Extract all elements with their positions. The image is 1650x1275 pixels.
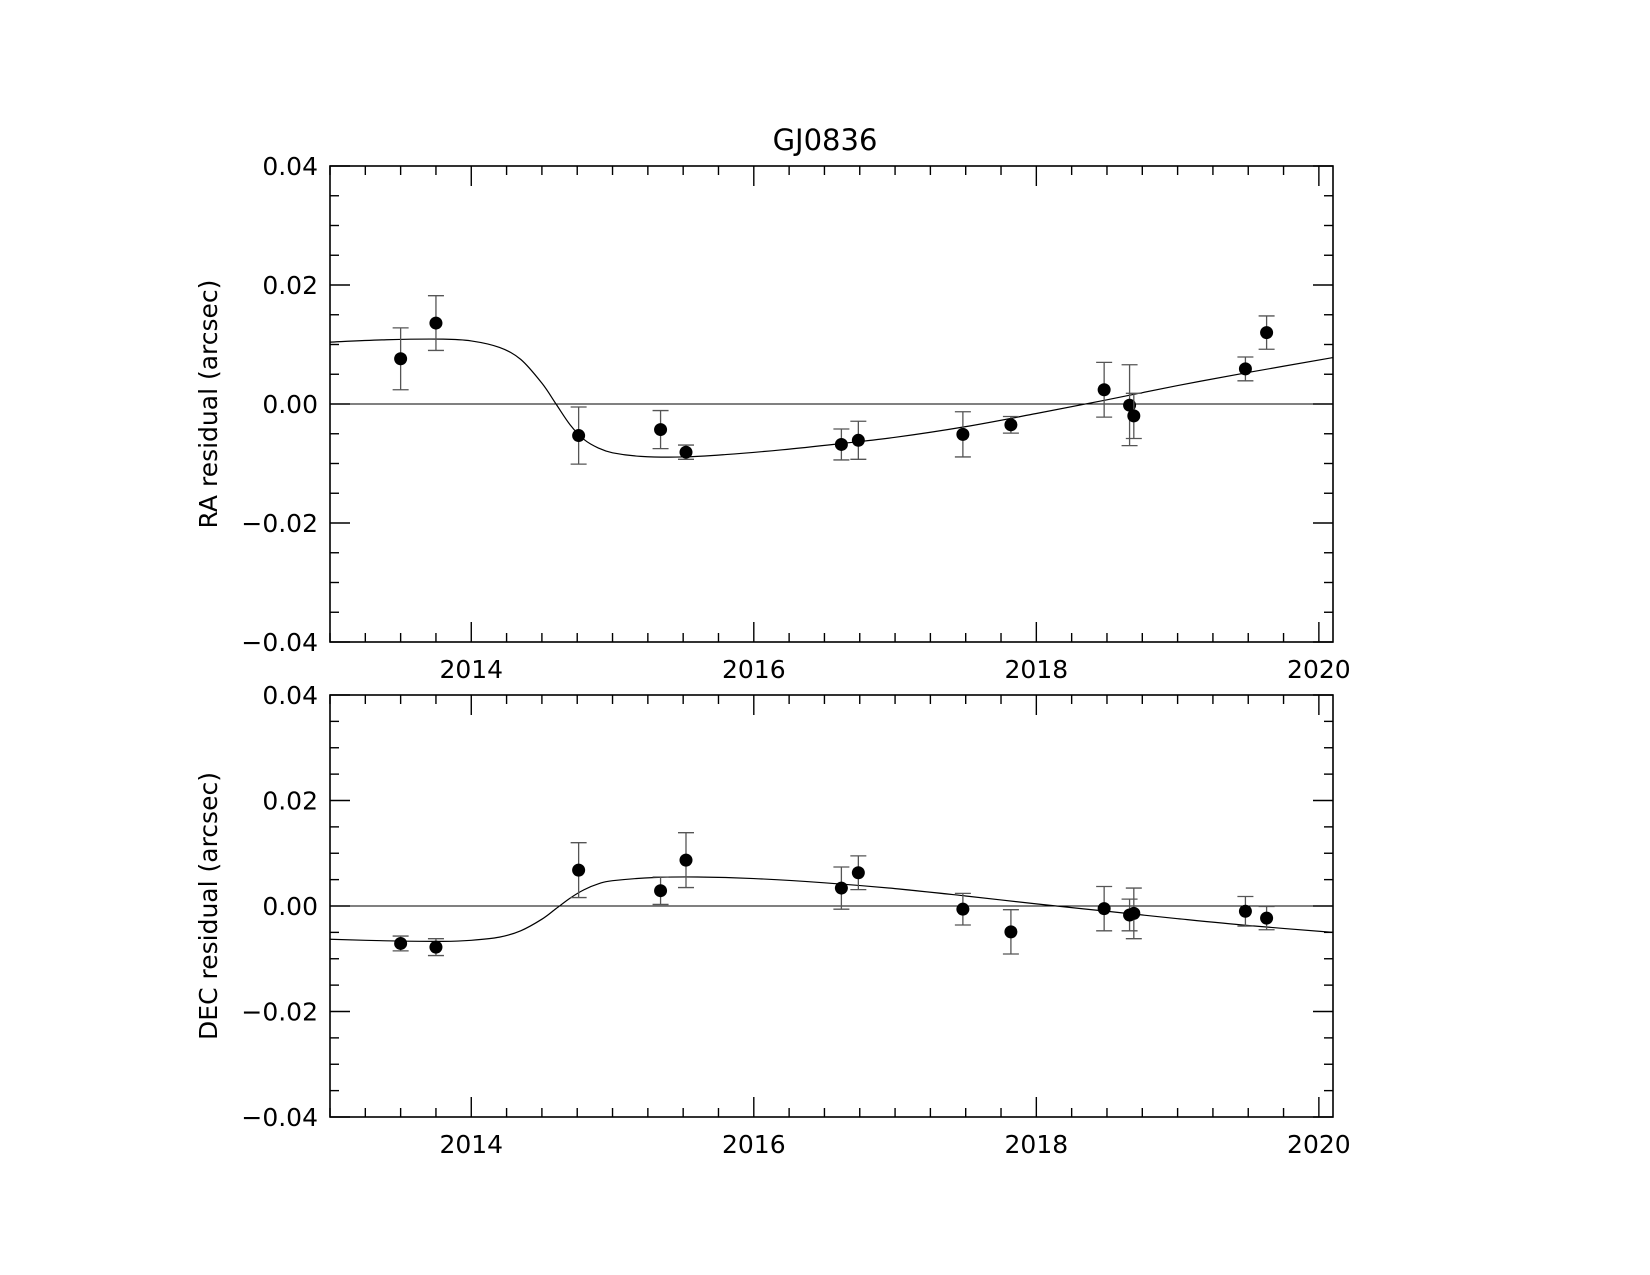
ra-data-point <box>1123 398 1137 412</box>
dec-data-point <box>1238 904 1252 918</box>
ra-data-point <box>851 433 865 447</box>
dec-data-point <box>1260 911 1274 925</box>
ra-data-point <box>1127 409 1141 423</box>
ra-y-tick-label: 0.00 <box>262 390 318 419</box>
dec-y-tick-label: 0.04 <box>262 681 318 710</box>
dec-x-tick-label: 2020 <box>1287 1130 1351 1159</box>
ra-data-point <box>572 429 586 443</box>
dec-data-point <box>654 884 668 898</box>
dec-y-axis-label: DEC residual (arcsec) <box>194 772 223 1040</box>
dec-data-point <box>429 940 443 954</box>
dec-y-tick-label: 0.02 <box>262 787 318 816</box>
ra-data-point <box>1238 362 1252 376</box>
ra-y-axis-label: RA residual (arcsec) <box>194 280 223 529</box>
ra-y-tick-label: −0.04 <box>241 628 318 657</box>
ra-residual-panel: 2014 2016 2018 2020 −0.04 −0.02 0.00 0.02 0.04 RA… <box>194 152 1351 684</box>
dec-data-point <box>834 881 848 895</box>
ra-data-point <box>834 437 848 451</box>
dec-y-tick-label: 0.00 <box>262 892 318 921</box>
dec-data-point <box>679 853 693 867</box>
dec-data-point <box>1004 925 1018 939</box>
figure-title: GJ0836 <box>773 123 878 157</box>
dec-x-tick-label: 2016 <box>722 1130 786 1159</box>
ra-data-point <box>1004 418 1018 432</box>
dec-data-point <box>851 866 865 880</box>
dec-data-point <box>1097 902 1111 916</box>
dec-data-point <box>956 902 970 916</box>
ra-x-tick-label: 2018 <box>1005 655 1069 684</box>
ra-y-tick-label: −0.02 <box>241 509 318 538</box>
ra-x-tick-label: 2020 <box>1287 655 1351 684</box>
dec-data-point <box>394 936 408 950</box>
dec-x-tick-label: 2018 <box>1005 1130 1069 1159</box>
dec-residual-panel: 2014 2016 2018 2020 −0.04 −0.02 0.00 0.02 0.04 DE… <box>194 681 1351 1159</box>
ra-data-point <box>1097 383 1111 397</box>
ra-data-point <box>679 445 693 459</box>
ra-y-tick-label: 0.02 <box>262 271 318 300</box>
ra-data-point <box>1260 326 1274 340</box>
ra-data-point <box>429 316 443 330</box>
ra-y-tick-label: 0.04 <box>262 152 318 181</box>
ra-data-point <box>956 427 970 441</box>
ra-data-point <box>654 423 668 437</box>
ra-x-tick-label: 2014 <box>439 655 503 684</box>
dec-y-tick-label: −0.04 <box>241 1103 318 1132</box>
dec-data-point <box>572 863 586 877</box>
ra-model-curve <box>329 338 1334 458</box>
dec-x-tick-label: 2014 <box>439 1130 503 1159</box>
dec-model-curve <box>329 876 1334 942</box>
ra-x-tick-label: 2016 <box>722 655 786 684</box>
ra-data-point <box>394 352 408 366</box>
dec-data-point <box>1127 906 1141 920</box>
dec-y-tick-label: −0.02 <box>241 998 318 1027</box>
